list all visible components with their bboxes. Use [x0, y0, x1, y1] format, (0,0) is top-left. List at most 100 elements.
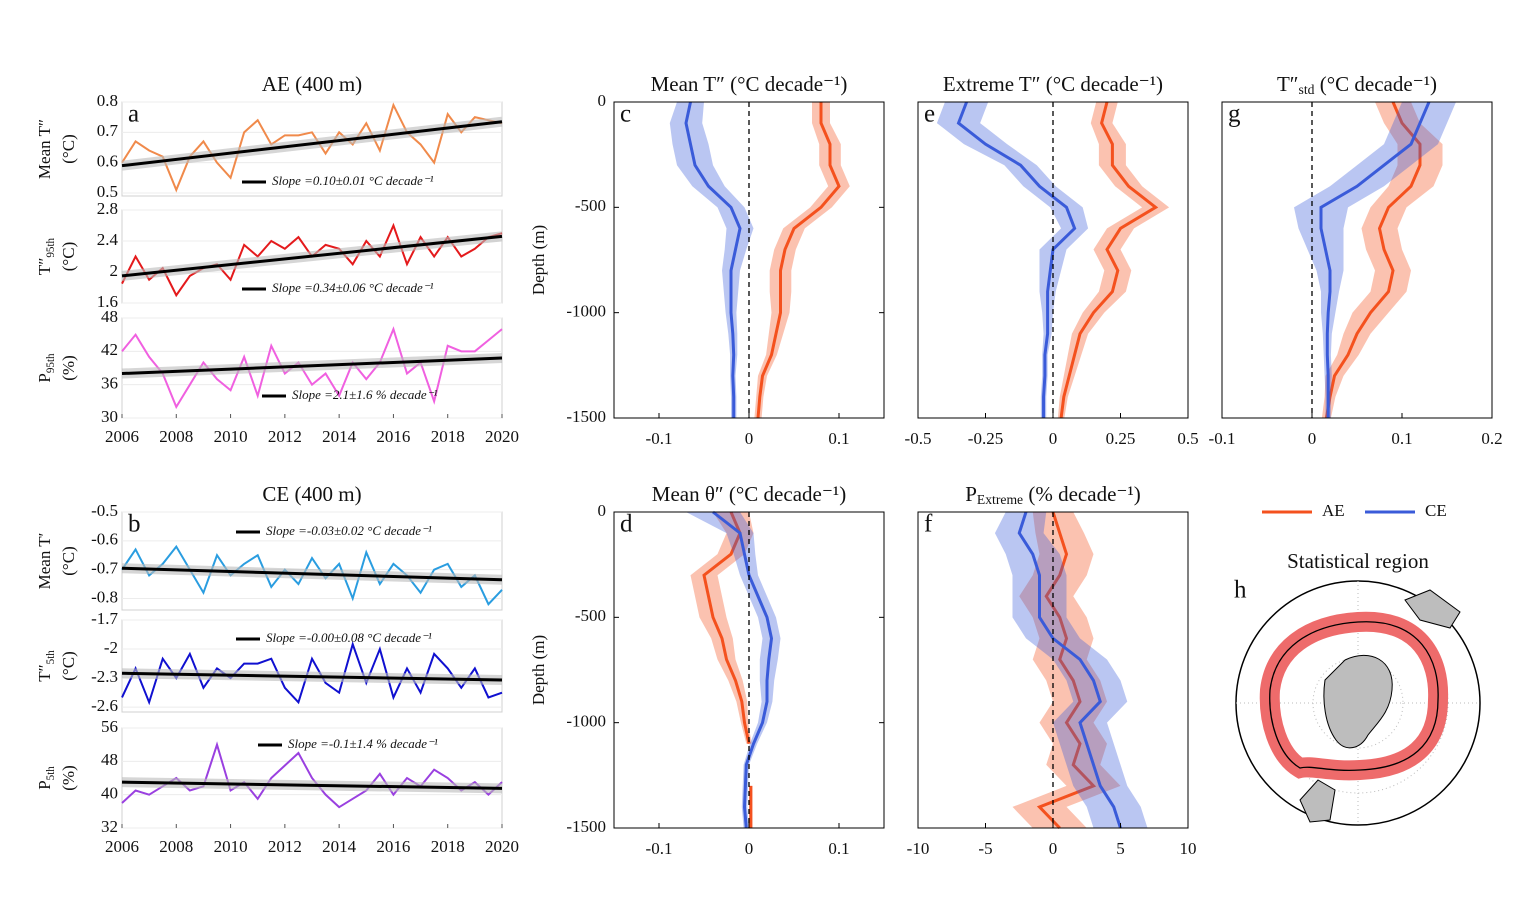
y-tick-label: -0.7	[91, 559, 118, 578]
data-line	[121, 640, 503, 706]
profile-line	[1324, 101, 1422, 419]
slope-label: Slope =2.1±1.6 % decade⁻¹	[292, 387, 438, 402]
chart-title-sub: std	[1299, 82, 1315, 97]
x-tick-label: 2010	[214, 427, 248, 446]
x-tick-label: 0.1	[828, 839, 849, 858]
y-label-unit: (%)	[59, 355, 78, 380]
x-tick-label: 0	[745, 429, 754, 448]
map-title: Statistical region	[1287, 549, 1429, 573]
y-label-main: T″	[35, 258, 54, 275]
slope-label: Slope =0.10±0.01 °C decade⁻¹	[272, 173, 434, 188]
x-tick-label: -0.1	[1209, 429, 1236, 448]
x-tick-label: 0.1	[1391, 429, 1412, 448]
y-tick-label: 30	[101, 407, 118, 426]
y-tick-label: 42	[101, 340, 118, 359]
y-tick-label: 2.8	[97, 199, 118, 218]
x-tick-label: 0.5	[1177, 429, 1198, 448]
y-label-sub: 95th	[45, 237, 57, 257]
x-tick-label: 0	[1049, 429, 1058, 448]
x-tick-label: 2012	[268, 427, 302, 446]
x-tick-label: -0.25	[968, 429, 1003, 448]
profile-line	[1017, 511, 1122, 829]
y-label-unit: (°C)	[59, 651, 78, 680]
trend-line	[121, 234, 503, 278]
y-tick-label: -2.6	[91, 696, 118, 715]
chart-title: PExtreme (% decade⁻¹)	[965, 482, 1141, 507]
y-label-sub: 95th	[45, 353, 57, 373]
y-tick-label: -500	[575, 196, 606, 215]
chart-title: Mean θ″ (°C decade⁻¹)	[652, 482, 846, 506]
panel-label: d	[620, 511, 633, 538]
y-tick-label: 2.4	[97, 230, 119, 249]
y-label-main: P	[35, 780, 54, 789]
chart-title-main: P	[965, 482, 977, 506]
profile-line	[684, 101, 742, 418]
y-tick-label: 56	[101, 717, 118, 736]
profile-line	[956, 101, 1077, 418]
x-tick-label: -0.1	[646, 429, 673, 448]
panel-label: f	[924, 511, 933, 538]
x-tick-label: 2016	[376, 837, 410, 856]
slope-label: Slope =0.34±0.06 °C decade⁻¹	[272, 280, 434, 295]
slope-label: Slope =-0.00±0.08 °C decade⁻¹	[266, 630, 432, 645]
region-outline	[1269, 621, 1439, 772]
y-label-sub: 5th	[45, 766, 57, 781]
map-graphic	[1235, 580, 1481, 826]
y-tick-label: 0.8	[97, 91, 118, 110]
x-tick-label: 2006	[105, 427, 139, 446]
x-tick-label: 0.1	[828, 429, 849, 448]
y-label-unit: (%)	[59, 765, 78, 790]
y-label: T″95th	[35, 237, 57, 275]
chart-title-sub: Extreme	[977, 492, 1023, 507]
x-tick-label: 5	[1116, 839, 1125, 858]
y-label-main: T″	[35, 664, 54, 681]
x-tick-label: 0.2	[1481, 429, 1502, 448]
y-label: P5th	[35, 766, 57, 790]
y-label-unit: (°C)	[59, 546, 78, 575]
y-tick-label: -500	[575, 606, 606, 625]
trend-line	[121, 671, 503, 682]
y-label-unit: (°C)	[59, 134, 78, 163]
y-tick-label: 2	[110, 261, 119, 280]
x-tick-label: 2018	[431, 837, 465, 856]
chart-title: CE (400 m)	[262, 482, 361, 506]
x-tick-label: 0	[745, 839, 754, 858]
x-tick-label: 2014	[322, 837, 357, 856]
australia	[1404, 589, 1461, 629]
y-tick-label: -1000	[566, 712, 606, 731]
panel-label: e	[924, 101, 935, 128]
y-tick-label: 40	[101, 784, 118, 803]
y-label-main: P	[35, 373, 54, 382]
error-band	[936, 102, 1089, 418]
y-label: Mean T″	[35, 119, 54, 179]
y-tick-label: 0	[598, 91, 607, 110]
y-tick-label: 36	[101, 374, 118, 393]
panel-label: a	[128, 101, 139, 128]
y-label-main: Mean T″	[35, 119, 54, 179]
trend-line	[121, 566, 503, 582]
trend-line	[121, 780, 503, 790]
y-tick-label: -1.7	[91, 609, 118, 628]
x-tick-label: 2018	[431, 427, 465, 446]
y-label-sub: 5th	[45, 650, 57, 665]
profile-line	[1036, 511, 1097, 830]
antarctica	[1323, 655, 1393, 749]
x-tick-label: -10	[907, 839, 930, 858]
x-tick-label: -0.1	[646, 839, 673, 858]
y-tick-label: 0.6	[97, 152, 118, 171]
profile-line	[1059, 101, 1159, 419]
x-tick-label: 2008	[159, 427, 193, 446]
y-tick-label: -0.8	[91, 587, 118, 606]
panel-label: b	[128, 511, 141, 538]
x-tick-label: 10	[1180, 839, 1197, 858]
slope-label: Slope =-0.1±1.4 % decade⁻¹	[288, 736, 438, 751]
panel-label: g	[1228, 101, 1241, 128]
profile-line	[756, 102, 841, 419]
x-tick-label: 2010	[214, 837, 248, 856]
x-tick-label: 2020	[485, 427, 519, 446]
map-graticule	[1312, 657, 1404, 749]
data-line	[121, 102, 503, 193]
chart-title: Mean T″ (°C decade⁻¹)	[651, 72, 848, 96]
y-tick-label: 32	[101, 817, 118, 836]
